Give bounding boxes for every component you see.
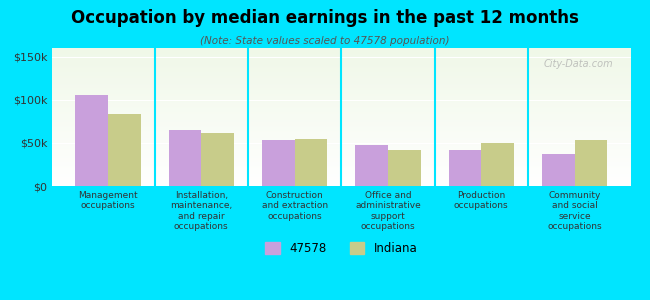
Bar (542, 154, 575, 186)
Bar (448, 150, 481, 186)
Bar (75, 95, 108, 186)
Text: Occupation by median earnings in the past 12 months: Occupation by median earnings in the pas… (71, 9, 579, 27)
Bar (575, 140, 607, 186)
Bar (294, 139, 327, 186)
Bar (108, 114, 140, 186)
Text: City-Data.com: City-Data.com (543, 59, 613, 69)
Bar (262, 140, 294, 186)
Bar (168, 130, 202, 186)
Bar (481, 143, 514, 186)
Text: (Note: State values scaled to 47578 population): (Note: State values scaled to 47578 popu… (200, 36, 450, 46)
Legend: 47578, Indiana: 47578, Indiana (261, 238, 422, 260)
Bar (202, 133, 234, 186)
Bar (356, 146, 388, 186)
Bar (388, 150, 421, 186)
